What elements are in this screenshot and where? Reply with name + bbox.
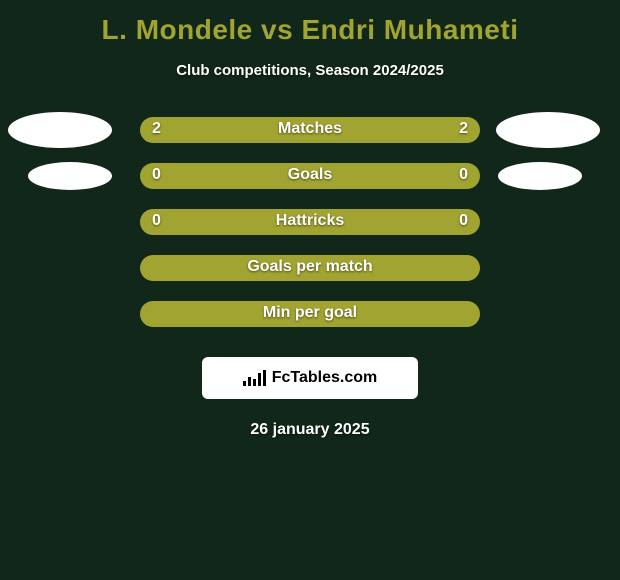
stat-value-right: 0 bbox=[459, 212, 468, 230]
comparison-card: L. Mondele vs Endri Muhameti Club compet… bbox=[0, 0, 620, 580]
player-bubble-right bbox=[496, 112, 600, 148]
stats-block: Matches 2 2 Goals 0 0 Hattricks 0 0 Goals per mat… bbox=[0, 117, 620, 347]
subtitle: Club competitions, Season 2024/2025 bbox=[0, 62, 620, 79]
stat-row: Matches 2 2 bbox=[0, 117, 620, 163]
stat-row: Hattricks 0 0 bbox=[0, 209, 620, 255]
attribution-badge: FcTables.com bbox=[202, 357, 418, 399]
player-bubble-right bbox=[498, 162, 582, 190]
stat-row: Goals per match bbox=[0, 255, 620, 301]
chart-bars-icon bbox=[243, 370, 266, 386]
stat-value-right: 0 bbox=[459, 166, 468, 184]
stat-value-left: 2 bbox=[152, 120, 161, 138]
stat-value-left: 0 bbox=[152, 166, 161, 184]
stat-row: Goals 0 0 bbox=[0, 163, 620, 209]
attribution-text: FcTables.com bbox=[272, 369, 378, 387]
player-bubble-left bbox=[8, 112, 112, 148]
stat-label: Goals per match bbox=[247, 258, 372, 276]
page-title: L. Mondele vs Endri Muhameti bbox=[0, 0, 620, 46]
stat-label: Matches bbox=[278, 120, 342, 138]
stat-label: Min per goal bbox=[263, 304, 357, 322]
stat-value-left: 0 bbox=[152, 212, 161, 230]
stat-row: Min per goal bbox=[0, 301, 620, 347]
stat-label: Hattricks bbox=[276, 212, 344, 230]
player-bubble-left bbox=[28, 162, 112, 190]
stat-label: Goals bbox=[288, 166, 332, 184]
stat-value-right: 2 bbox=[459, 120, 468, 138]
snapshot-date: 26 january 2025 bbox=[0, 421, 620, 439]
